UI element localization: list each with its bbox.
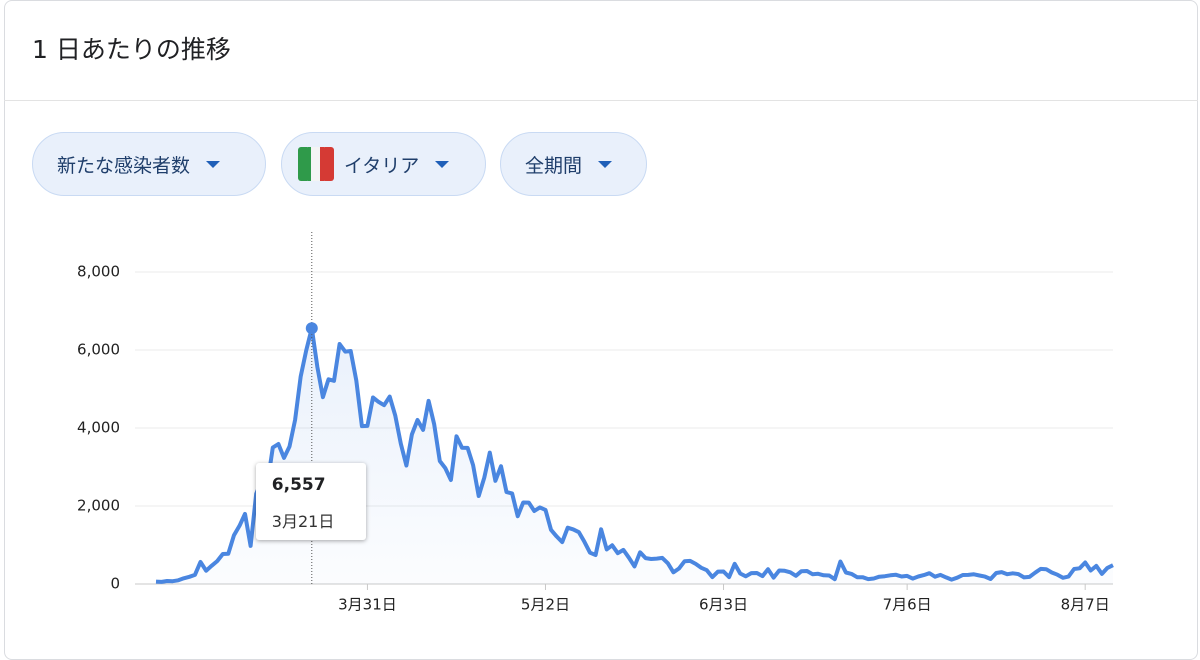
tooltip-value: 6,557	[271, 475, 326, 495]
x-tick-label: 8月7日	[1061, 596, 1110, 614]
y-tick-label: 8,000	[77, 263, 120, 281]
x-tick-label: 7月6日	[883, 596, 932, 614]
x-tick-label: 3月31日	[338, 596, 397, 614]
tooltip: 6,557 3月21日	[255, 463, 366, 540]
flag	[298, 147, 334, 181]
caret	[435, 160, 450, 168]
chip-label: 新たな感染者数	[57, 154, 191, 177]
card-title: 1 日あたりの推移	[32, 35, 231, 64]
y-tick-label: 0	[110, 575, 120, 593]
y-tick-label: 4,000	[77, 419, 120, 437]
chip-label: イタリア	[344, 154, 420, 177]
separator	[4, 100, 1198, 101]
y-tick-label: 2,000	[77, 497, 120, 515]
area	[156, 328, 1113, 584]
chip-label: 全期間	[525, 154, 583, 177]
caret	[598, 160, 613, 168]
hover-point	[305, 322, 318, 335]
tooltip-date: 3月21日	[271, 512, 335, 531]
metric-chip[interactable]: 新たな感染者数	[32, 132, 266, 196]
caret	[206, 160, 221, 168]
x-tick-label: 6月3日	[699, 596, 748, 614]
y-tick-label: 6,000	[77, 341, 120, 359]
x-tick-label: 5月2日	[521, 596, 570, 614]
line	[155, 326, 1114, 584]
period-chip[interactable]: 全期間	[500, 132, 647, 196]
country-chip[interactable]: イタリア	[281, 132, 486, 196]
